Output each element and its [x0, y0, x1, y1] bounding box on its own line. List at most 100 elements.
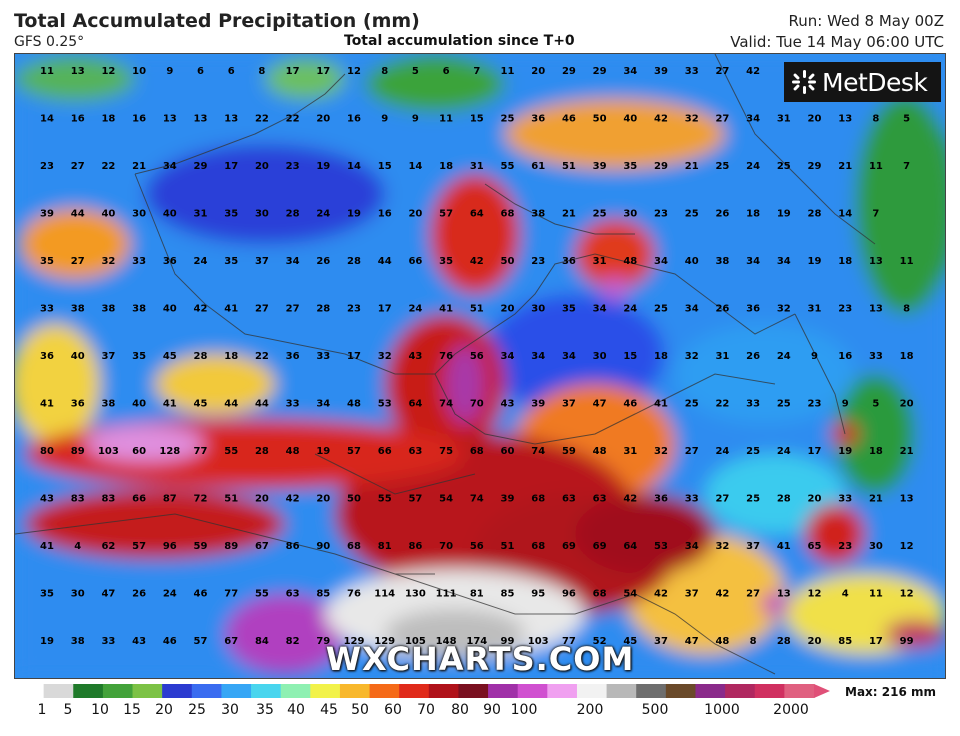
- precip-value: 81: [470, 589, 484, 600]
- precip-value: 27: [746, 589, 760, 600]
- run-time: Run: Wed 8 May 00Z: [788, 12, 944, 30]
- colorbar-segment: [784, 684, 815, 698]
- precip-value: 36: [746, 304, 760, 315]
- precip-value: 99: [501, 636, 515, 647]
- precip-value: 33: [316, 351, 330, 362]
- precip-value: 41: [40, 399, 54, 410]
- precip-value: 33: [746, 399, 760, 410]
- precip-value: 68: [593, 589, 607, 600]
- precip-value: 34: [777, 256, 791, 267]
- precip-value: 8: [258, 66, 265, 77]
- precip-value: 14: [40, 114, 54, 125]
- precip-value: 20: [255, 494, 269, 505]
- precip-value: 34: [286, 256, 300, 267]
- country-borders: [15, 54, 876, 675]
- colorbar-tick-label: 1: [37, 702, 47, 718]
- precip-value: 18: [869, 446, 883, 457]
- precip-value: 39: [593, 161, 607, 172]
- precip-value: 26: [715, 304, 729, 315]
- precip-value: 31: [194, 209, 208, 220]
- precip-value: 9: [842, 399, 849, 410]
- precip-value: 26: [715, 209, 729, 220]
- precip-value: 33: [869, 351, 883, 362]
- precip-value: 67: [224, 636, 238, 647]
- precip-value: 30: [255, 209, 269, 220]
- precip-value: 12: [347, 66, 361, 77]
- precip-value: 66: [408, 256, 422, 267]
- precip-value: 9: [381, 114, 388, 125]
- colorbar-segment: [14, 684, 45, 698]
- precip-value: 51: [224, 494, 238, 505]
- precip-value: 20: [900, 399, 914, 410]
- precip-value: 41: [439, 304, 453, 315]
- precip-value: 22: [286, 114, 300, 125]
- precip-value: 19: [347, 209, 361, 220]
- precip-value: 65: [808, 541, 822, 552]
- precip-value: 114: [374, 589, 395, 600]
- precip-value: 74: [531, 446, 545, 457]
- precip-value: 34: [654, 256, 668, 267]
- precip-value: 68: [531, 541, 545, 552]
- precip-value: 35: [224, 209, 238, 220]
- precip-value: 20: [808, 494, 822, 505]
- precip-value: 33: [685, 494, 699, 505]
- precip-value: 34: [531, 351, 545, 362]
- colorbar-segment: [725, 684, 756, 698]
- precip-value: 41: [163, 399, 177, 410]
- colorbar-segment: [191, 684, 223, 698]
- precip-value: 67: [255, 541, 269, 552]
- precip-value: 89: [224, 541, 238, 552]
- precip-value: 12: [900, 589, 914, 600]
- precip-value: 51: [562, 161, 576, 172]
- precip-value: 24: [194, 256, 208, 267]
- precip-value: 15: [623, 351, 637, 362]
- precip-value: 89: [71, 446, 85, 457]
- precip-value: 47: [685, 636, 699, 647]
- precip-value: 41: [40, 541, 54, 552]
- precip-value: 13: [777, 589, 791, 600]
- colorbar-segment: [339, 684, 371, 698]
- precip-value: 34: [163, 161, 177, 172]
- precip-value: 42: [654, 589, 668, 600]
- colorbar-segment: [280, 684, 311, 698]
- precip-value: 43: [132, 636, 146, 647]
- precip-value: 52: [593, 636, 607, 647]
- precip-value: 20: [501, 304, 515, 315]
- precip-value: 10: [132, 66, 146, 77]
- precip-value: 41: [224, 304, 238, 315]
- precip-value: 46: [562, 114, 576, 125]
- precip-value: 42: [194, 304, 208, 315]
- precip-value: 40: [101, 209, 115, 220]
- precip-value: 33: [40, 304, 54, 315]
- precip-value: 28: [316, 304, 330, 315]
- precip-value: 86: [286, 541, 300, 552]
- precip-value: 79: [316, 636, 330, 647]
- precip-value: 29: [654, 161, 668, 172]
- max-label: Max: 216 mm: [845, 685, 936, 699]
- precip-value: 25: [746, 446, 760, 457]
- precip-value: 50: [501, 256, 515, 267]
- precip-value: 44: [255, 399, 269, 410]
- precip-value: 7: [473, 66, 480, 77]
- precip-value: 31: [777, 114, 791, 125]
- precip-value: 174: [466, 636, 487, 647]
- colorbar-tick-label: 50: [351, 702, 369, 718]
- precip-value: 38: [531, 209, 545, 220]
- precip-value: 32: [101, 256, 115, 267]
- precip-value: 7: [903, 161, 910, 172]
- precip-value: 37: [746, 541, 760, 552]
- colorbar-tick-label: 5: [63, 702, 73, 718]
- precip-value: 40: [163, 209, 177, 220]
- precip-value: 54: [623, 589, 637, 600]
- precip-value: 20: [808, 636, 822, 647]
- precip-value: 74: [439, 399, 453, 410]
- precip-value: 39: [654, 66, 668, 77]
- precip-value: 35: [562, 304, 576, 315]
- page-title: Total Accumulated Precipitation (mm): [14, 10, 420, 32]
- precip-value: 48: [623, 256, 637, 267]
- precip-value: 30: [623, 209, 637, 220]
- colorbar-segment: [576, 684, 608, 698]
- precip-value: 129: [374, 636, 395, 647]
- precip-value: 22: [255, 351, 269, 362]
- precip-value: 34: [501, 351, 515, 362]
